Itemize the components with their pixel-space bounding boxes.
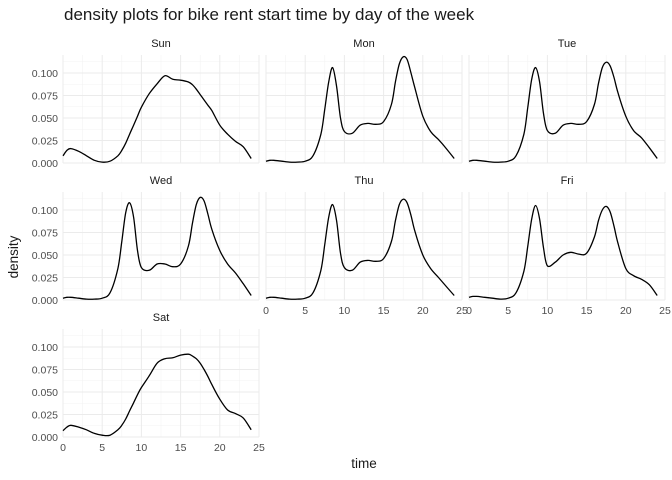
x-axis-title: time bbox=[351, 456, 377, 471]
facet-strip-label: Mon bbox=[353, 38, 374, 50]
x-tick-label: 15 bbox=[378, 305, 390, 317]
facet-panels: Sun 0.000 0.025 0.050 0.075 0.100 Mon Tue Wed 0.0… bbox=[32, 38, 671, 454]
facet-panel-sun: Sun 0.000 0.025 0.050 0.075 0.100 bbox=[32, 38, 260, 170]
x-tick-label: 20 bbox=[620, 305, 632, 317]
y-tick-label: 0.075 bbox=[32, 228, 58, 240]
facet-strip-label: Tue bbox=[558, 38, 577, 50]
facet-strip-label: Sat bbox=[153, 312, 170, 324]
x-tick-label: 0 bbox=[466, 305, 472, 317]
x-tick-label: 10 bbox=[339, 305, 351, 317]
x-tick-label: 25 bbox=[253, 442, 265, 454]
y-tick-label: 0.000 bbox=[32, 295, 58, 307]
facet-panel-thu: Thu 0 5 10 15 20 25 bbox=[263, 175, 468, 317]
density-curve-mon bbox=[265, 55, 455, 163]
x-tick-label: 15 bbox=[581, 305, 593, 317]
y-tick-label: 0.000 bbox=[32, 432, 58, 444]
facet-panel-tue: Tue bbox=[468, 38, 666, 164]
x-tick-label: 20 bbox=[214, 442, 226, 454]
chart-title: density plots for bike rent start time b… bbox=[64, 5, 475, 24]
x-tick-label: 20 bbox=[417, 305, 429, 317]
x-tick-label: 15 bbox=[175, 442, 187, 454]
facet-panel-wed: Wed 0.000 0.025 0.050 0.075 0.100 bbox=[32, 175, 260, 307]
y-tick-label: 0.025 bbox=[32, 136, 58, 148]
x-tick-label: 0 bbox=[263, 305, 269, 317]
x-tick-label: 10 bbox=[542, 305, 554, 317]
density-curve-wed bbox=[62, 196, 252, 300]
y-tick-label: 0.050 bbox=[32, 387, 58, 399]
density-curve-sun bbox=[62, 74, 252, 163]
y-tick-label: 0.075 bbox=[32, 91, 58, 103]
y-tick-label: 0.075 bbox=[32, 365, 58, 377]
facet-strip-label: Wed bbox=[150, 175, 172, 187]
y-tick-label: 0.025 bbox=[32, 273, 58, 285]
y-tick-label: 0.050 bbox=[32, 113, 58, 125]
y-tick-label: 0.000 bbox=[32, 158, 58, 170]
y-tick-label: 0.025 bbox=[32, 410, 58, 422]
y-tick-label: 0.100 bbox=[32, 205, 58, 217]
facet-panel-mon: Mon bbox=[265, 38, 463, 164]
y-tick-label: 0.100 bbox=[32, 342, 58, 354]
facet-strip-label: Fri bbox=[561, 175, 574, 187]
x-tick-label: 5 bbox=[505, 305, 511, 317]
x-tick-label: 5 bbox=[302, 305, 308, 317]
density-curve-thu bbox=[265, 198, 455, 300]
density-curve-sat bbox=[62, 353, 252, 437]
density-curve-fri bbox=[468, 204, 658, 300]
x-tick-label: 5 bbox=[99, 442, 105, 454]
y-axis-title: density bbox=[6, 235, 21, 278]
x-tick-label: 25 bbox=[456, 305, 468, 317]
y-tick-label: 0.050 bbox=[32, 250, 58, 262]
density-curve-tue bbox=[468, 61, 658, 163]
x-tick-label: 10 bbox=[136, 442, 148, 454]
x-tick-label: 0 bbox=[60, 442, 66, 454]
x-tick-label: 25 bbox=[659, 305, 671, 317]
y-tick-label: 0.100 bbox=[32, 68, 58, 80]
facet-strip-label: Thu bbox=[355, 175, 374, 187]
facet-panel-fri: Fri 0 5 10 15 20 25 bbox=[466, 175, 671, 317]
facet-strip-label: Sun bbox=[151, 38, 171, 50]
facet-panel-sat: Sat 0.000 0.025 0.050 0.075 0.100 0 5 10 15 20 25 bbox=[32, 312, 265, 454]
